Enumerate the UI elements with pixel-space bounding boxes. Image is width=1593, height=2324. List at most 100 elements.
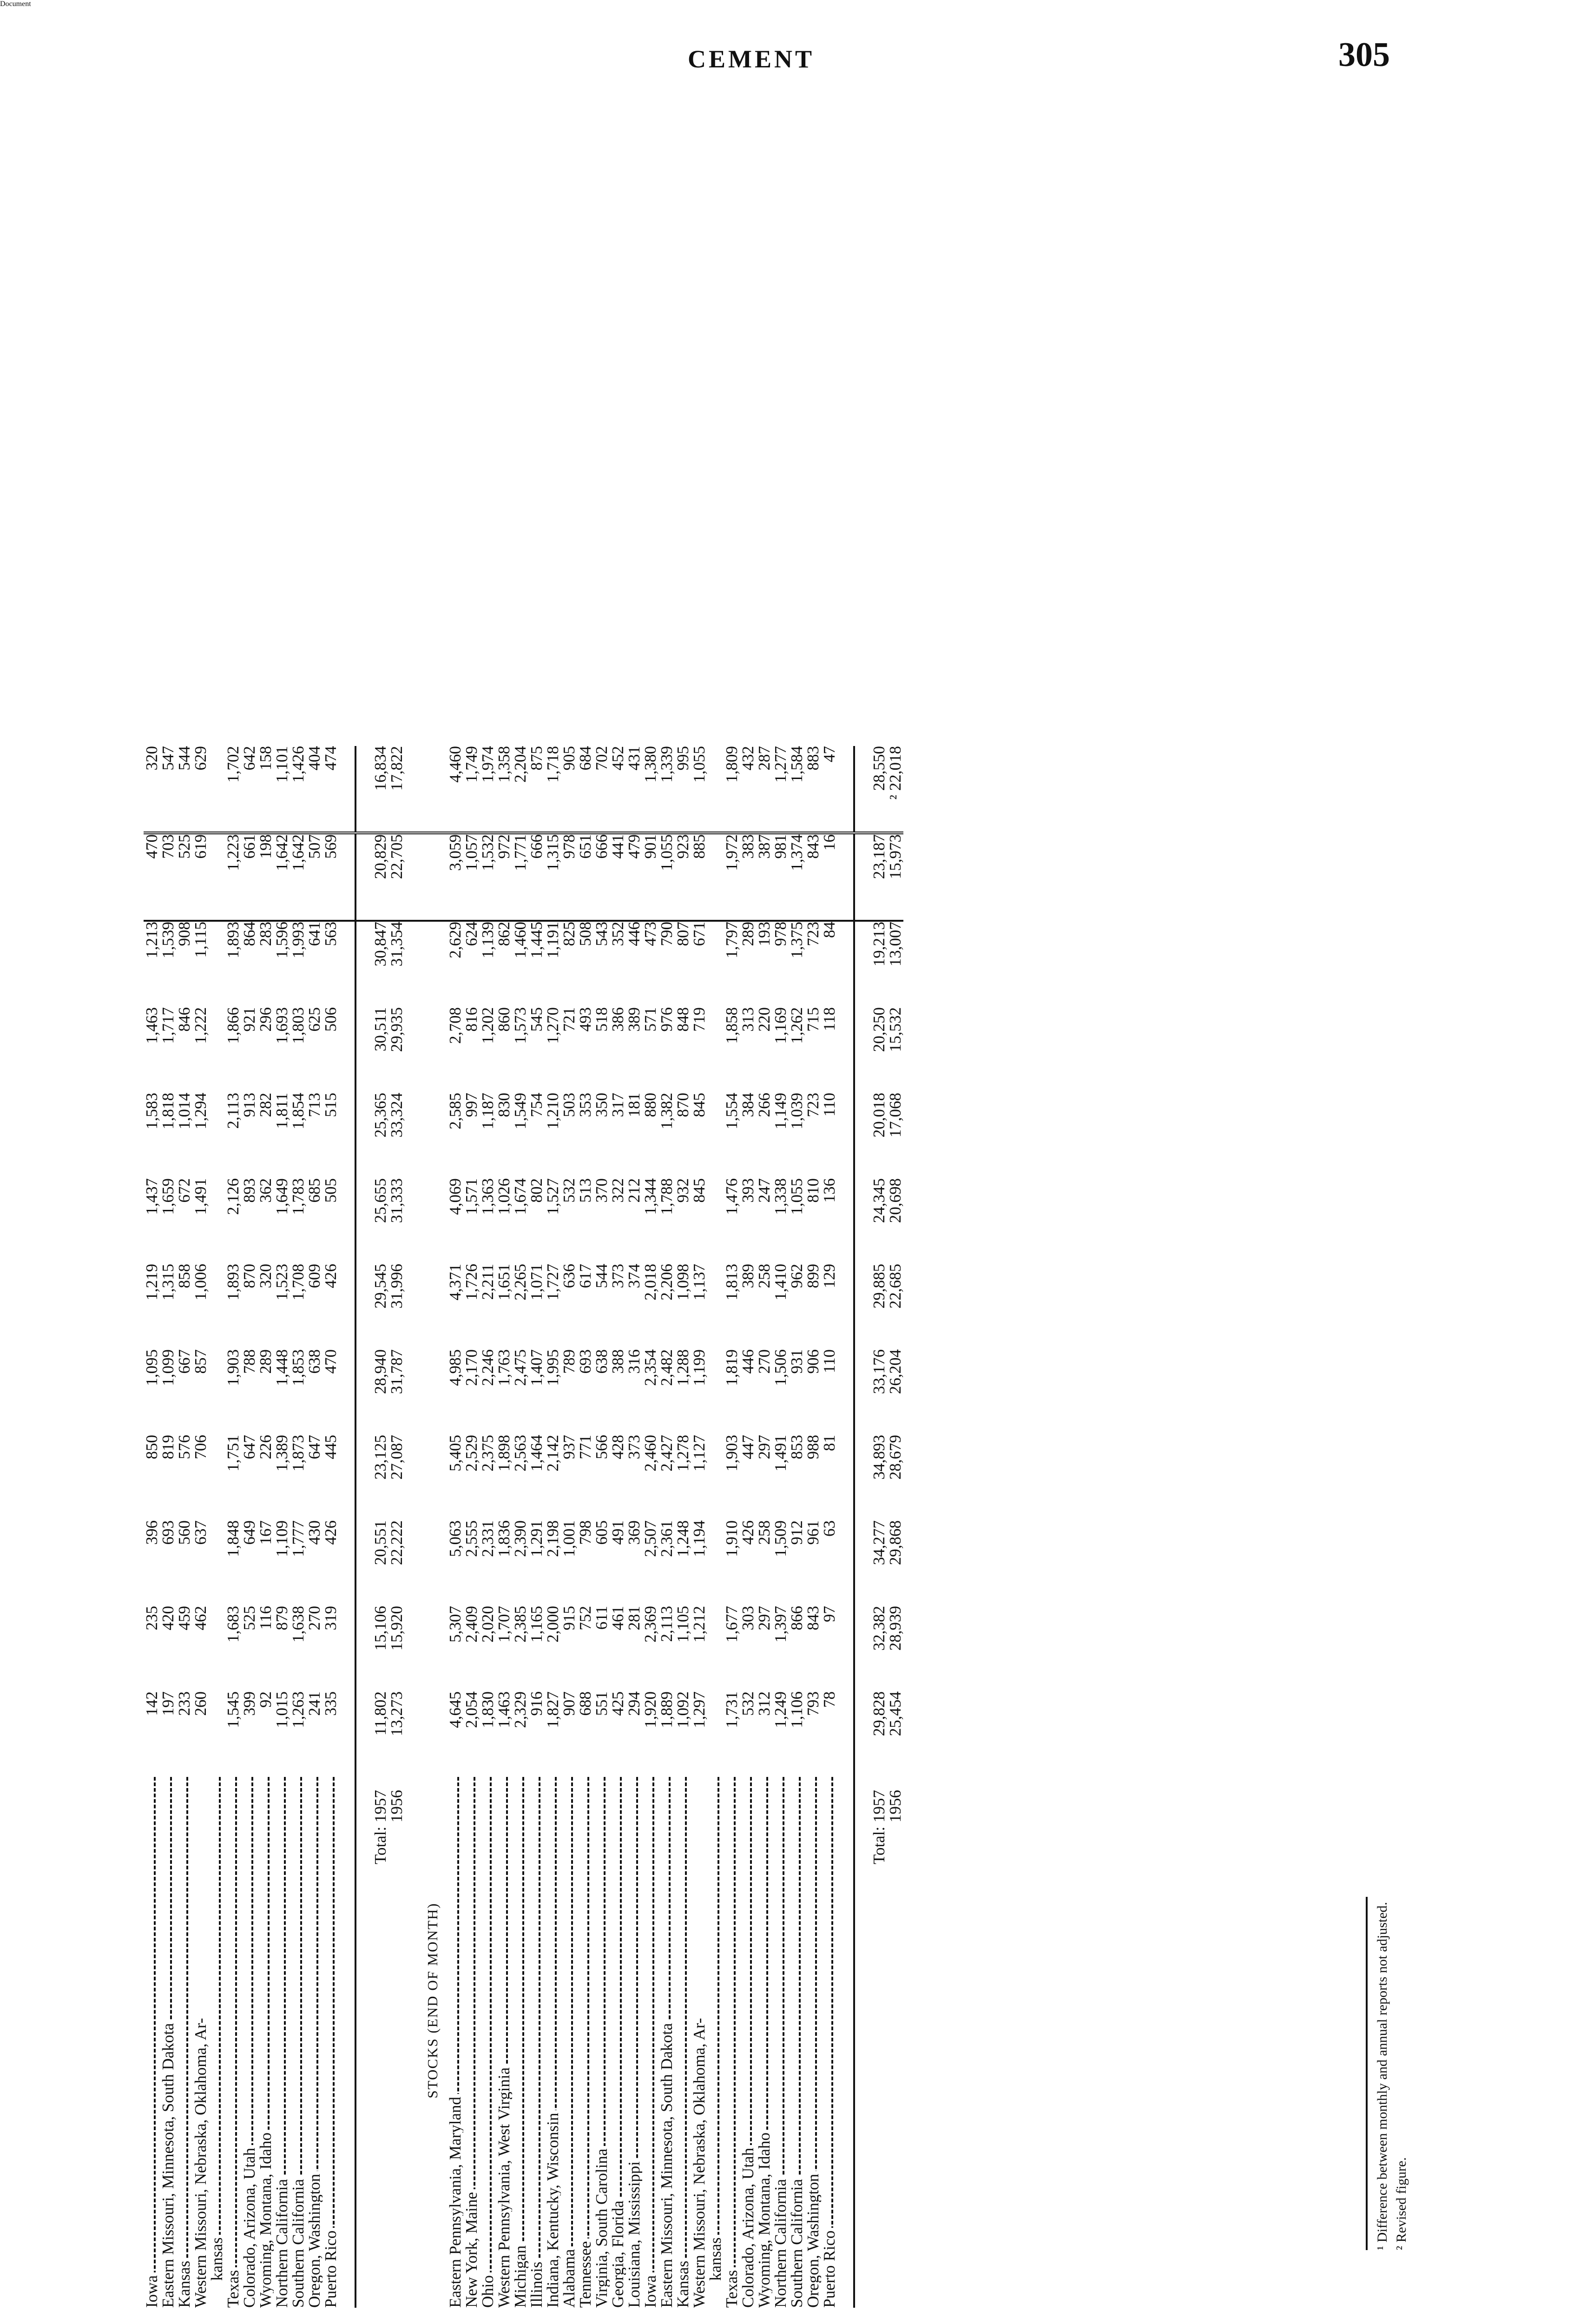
table-row: Western Missouri, Nebraska, Oklahoma, Ar…: [690, 746, 708, 2308]
row-value-4: 988: [804, 1435, 822, 1459]
row-value-2: 281: [625, 1606, 643, 1631]
row-value-7: 247: [755, 1178, 773, 1203]
total-value-8: 17,068: [886, 1093, 904, 1138]
row-value-10: 1,460: [511, 922, 529, 958]
row-value-11: 387: [755, 833, 773, 921]
empty-cell: [339, 1520, 355, 1606]
empty-cell: [837, 1520, 854, 1606]
row-value-4: 647: [240, 1435, 258, 1459]
row-value-11: 843: [804, 833, 822, 921]
table-row: Iowa 1,920 2,369 2,507 2,460 2,354 2,018 1,344 8…: [641, 746, 659, 2308]
row-value-8: 997: [462, 1093, 481, 1117]
table-row: Northern California 1,015 879 1,109 1,389 1,4…: [273, 746, 291, 2308]
row-value-8: 1,187: [479, 1093, 497, 1129]
row-value-3: 637: [191, 1520, 210, 1545]
total-value-11: 22,705: [388, 833, 406, 921]
row-value-12: 4,460: [446, 746, 464, 833]
row-value-9: 506: [322, 1007, 340, 1032]
row-value-1: 197: [159, 1691, 177, 1716]
empty-cell: [339, 1349, 355, 1435]
row-value-1: 1,830: [479, 1691, 497, 1728]
row-value-8: 110: [820, 1093, 838, 1117]
row-value-11: 1,057: [462, 833, 481, 921]
row-value-3: 961: [804, 1520, 822, 1545]
row-value-5: 1,288: [674, 1349, 692, 1386]
table-row: Alabama 907 915 1,001 937 789 636 532 503 721 825 9…: [560, 746, 578, 2308]
total-value-6: 29,885: [854, 1264, 888, 1349]
row-value-5: 789: [560, 1349, 578, 1374]
row-value-9: 860: [495, 1007, 513, 1032]
row-value-8: 1,210: [544, 1093, 562, 1129]
row-value-11: 1,642: [273, 833, 291, 921]
empty-cell: [209, 1093, 225, 1178]
row-value-12: 474: [322, 746, 340, 833]
row-value-11: 1,223: [224, 833, 242, 921]
row-value-4: 445: [322, 1435, 340, 1459]
total-value-4: 23,125: [355, 1435, 389, 1520]
row-value-6: 2,211: [479, 1264, 497, 1300]
row-value-7: 685: [305, 1178, 323, 1203]
row-value-7: 1,571: [462, 1178, 481, 1215]
row-value-5: 2,475: [511, 1349, 529, 1386]
row-value-2: 319: [322, 1606, 340, 1631]
row-value-2: 5,307: [446, 1606, 464, 1643]
table-row-continuation: kansas: [707, 746, 724, 2308]
row-value-1: 1,731: [723, 1691, 741, 1728]
row-value-9: 1,858: [723, 1007, 741, 1044]
row-value-8: 503: [560, 1093, 578, 1117]
row-value-12: 1,055: [690, 746, 708, 833]
table-row: Western Missouri, Nebraska, Oklahoma, Ar…: [191, 746, 210, 2308]
row-value-12: 320: [143, 746, 161, 833]
empty-cell: [209, 921, 225, 1007]
empty-cell: [405, 1093, 447, 1178]
row-value-10: 671: [690, 922, 708, 946]
row-value-11: 479: [625, 833, 643, 921]
row-value-1: 688: [576, 1691, 594, 1716]
empty-cell: [707, 1606, 724, 1691]
row-value-10: 1,596: [273, 922, 291, 958]
row-value-10: 825: [560, 922, 578, 946]
row-value-8: 913: [240, 1093, 258, 1117]
row-value-5: 1,448: [273, 1349, 291, 1386]
row-value-1: 1,015: [273, 1691, 291, 1728]
empty-cell: [837, 1093, 854, 1178]
empty-cell: [707, 921, 724, 1007]
row-label: Louisiana, Mississippi: [626, 1777, 642, 2308]
row-value-12: 431: [625, 746, 643, 833]
total-value-3: 29,868: [886, 1520, 904, 1565]
empty-cell: [209, 1691, 225, 1777]
row-label: Western Missouri, Nebraska, Oklahoma, Ar…: [192, 1777, 209, 2308]
table-row: Wyoming, Montana, Idaho 92 116 167 226 289 320…: [257, 746, 275, 2308]
row-label: kansas: [209, 1777, 225, 2308]
row-label: Southern California: [290, 1777, 306, 2308]
row-value-7: 393: [739, 1178, 757, 1203]
empty-cell: [707, 1093, 724, 1178]
row-value-6: 899: [804, 1264, 822, 1288]
row-value-11: 978: [560, 833, 578, 921]
row-value-2: 2,385: [511, 1606, 529, 1643]
row-value-2: 1,105: [674, 1606, 692, 1643]
total-value-7: 20,698: [886, 1178, 904, 1223]
row-value-8: 1,854: [289, 1093, 307, 1129]
row-value-8: 1,294: [191, 1093, 210, 1129]
row-value-6: 373: [609, 1264, 627, 1288]
table-row: Oregon, Washington 793 843 961 988 906 899 810 7…: [804, 746, 822, 2308]
table-row: Texas 1,731 1,677 1,910 1,903 1,819 1,813 1,476…: [723, 746, 741, 2308]
row-label: Georgia, Florida: [610, 1777, 626, 2308]
row-value-4: 1,389: [273, 1435, 291, 1472]
row-value-7: 1,788: [658, 1178, 676, 1215]
spacer-row: [837, 746, 854, 2308]
row-value-1: 335: [322, 1691, 340, 1716]
page-number: 305: [1338, 36, 1390, 74]
row-value-7: 1,338: [771, 1178, 790, 1215]
table-row: Iowa 142 235 396 850 1,095 1,219 1,437 1,583 1,46…: [143, 746, 161, 2308]
row-value-12: 1,101: [273, 746, 291, 833]
row-value-12: 1,358: [495, 746, 513, 833]
row-value-4: 1,898: [495, 1435, 513, 1472]
row-value-2: 235: [143, 1606, 161, 1631]
row-value-2: 915: [560, 1606, 578, 1631]
row-value-3: 798: [576, 1520, 594, 1545]
row-value-10: 978: [771, 922, 790, 946]
row-value-4: 373: [625, 1435, 643, 1459]
row-value-10: 446: [625, 922, 643, 946]
